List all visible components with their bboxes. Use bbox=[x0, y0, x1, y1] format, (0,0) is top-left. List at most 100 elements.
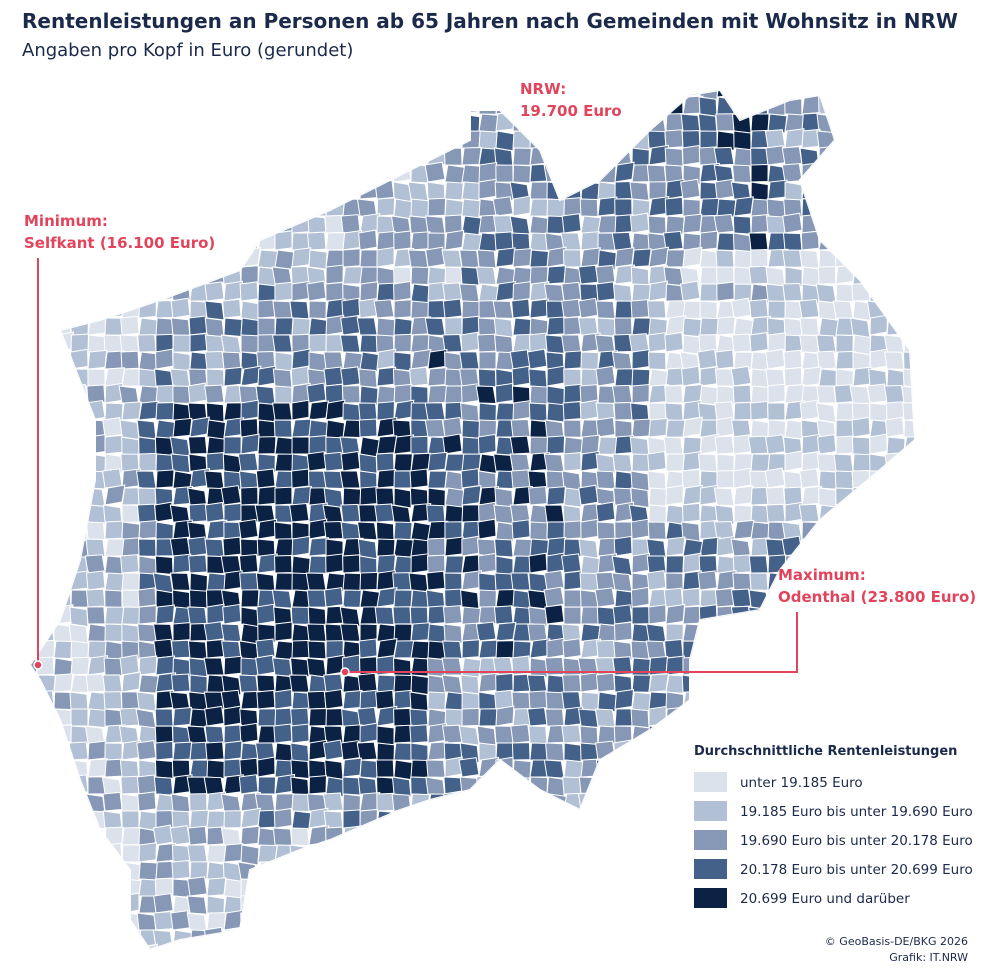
municipality bbox=[85, 588, 106, 608]
municipality bbox=[153, 776, 174, 796]
municipality bbox=[53, 910, 74, 931]
municipality bbox=[886, 518, 905, 540]
municipality bbox=[699, 725, 719, 746]
municipality bbox=[766, 198, 786, 219]
municipality bbox=[376, 637, 398, 659]
municipality bbox=[339, 334, 361, 353]
municipality bbox=[818, 504, 839, 525]
municipality bbox=[665, 419, 686, 438]
municipality bbox=[903, 90, 915, 98]
municipality bbox=[137, 623, 157, 643]
municipality bbox=[53, 487, 74, 508]
municipality bbox=[121, 263, 140, 285]
municipality bbox=[34, 690, 55, 710]
municipality bbox=[222, 130, 242, 149]
municipality bbox=[69, 606, 89, 628]
municipality bbox=[290, 265, 310, 285]
municipality bbox=[835, 487, 854, 507]
municipality bbox=[495, 247, 516, 268]
municipality bbox=[733, 249, 753, 270]
municipality bbox=[901, 317, 915, 337]
municipality bbox=[630, 893, 650, 914]
municipality bbox=[30, 844, 38, 866]
municipality bbox=[767, 638, 787, 659]
municipality bbox=[852, 912, 871, 932]
legend-label: 20.178 Euro bis unter 20.699 Euro bbox=[740, 862, 973, 878]
municipality bbox=[546, 910, 565, 931]
municipality bbox=[798, 606, 820, 628]
municipality bbox=[629, 212, 650, 234]
municipality bbox=[764, 129, 786, 149]
municipality bbox=[886, 232, 906, 252]
municipality bbox=[835, 283, 855, 303]
municipality bbox=[291, 147, 312, 167]
municipality bbox=[784, 708, 803, 729]
municipality bbox=[257, 113, 278, 134]
municipality bbox=[595, 776, 616, 797]
municipality bbox=[121, 504, 140, 523]
municipality bbox=[427, 146, 446, 166]
municipality bbox=[30, 434, 38, 455]
municipality bbox=[663, 944, 684, 950]
municipality bbox=[849, 638, 871, 659]
municipality bbox=[442, 94, 463, 115]
municipality bbox=[630, 470, 650, 492]
municipality bbox=[783, 317, 803, 338]
municipality bbox=[169, 95, 191, 115]
legend-swatch bbox=[694, 888, 727, 908]
municipality bbox=[579, 672, 599, 693]
municipality bbox=[240, 486, 259, 506]
state-border bbox=[30, 90, 915, 950]
municipality bbox=[835, 912, 857, 933]
municipality bbox=[716, 673, 736, 693]
municipality bbox=[495, 130, 515, 152]
municipality bbox=[630, 299, 650, 319]
municipality bbox=[36, 810, 57, 829]
municipality bbox=[70, 419, 91, 440]
municipality bbox=[290, 827, 310, 846]
municipality bbox=[342, 248, 361, 268]
municipality bbox=[306, 382, 327, 404]
municipality bbox=[323, 893, 344, 914]
credit: © GeoBasis-DE/BKG 2026 bbox=[825, 935, 968, 948]
municipality bbox=[460, 331, 480, 353]
municipality bbox=[36, 519, 55, 540]
municipality bbox=[920, 453, 938, 471]
municipality bbox=[30, 674, 38, 694]
municipality bbox=[645, 640, 667, 660]
municipality bbox=[240, 334, 259, 354]
municipality bbox=[665, 759, 687, 780]
municipality bbox=[171, 859, 191, 880]
municipality bbox=[376, 366, 397, 387]
municipality bbox=[376, 468, 397, 489]
municipality bbox=[784, 910, 804, 931]
municipality bbox=[206, 215, 226, 235]
municipality bbox=[748, 589, 769, 610]
municipality bbox=[816, 350, 837, 370]
municipality bbox=[87, 113, 109, 132]
municipality bbox=[204, 705, 225, 727]
municipality bbox=[237, 452, 259, 472]
municipality bbox=[155, 90, 177, 99]
municipality bbox=[51, 161, 72, 183]
municipality bbox=[495, 791, 516, 812]
municipality bbox=[223, 929, 243, 949]
municipality bbox=[444, 229, 465, 251]
municipality bbox=[154, 759, 174, 780]
municipality bbox=[70, 725, 89, 745]
municipality bbox=[53, 810, 73, 829]
municipality bbox=[121, 572, 141, 591]
municipality bbox=[459, 895, 480, 915]
municipality bbox=[750, 113, 770, 132]
municipality bbox=[628, 333, 650, 353]
municipality bbox=[391, 929, 412, 950]
municipality bbox=[240, 247, 261, 268]
municipality bbox=[154, 555, 174, 576]
municipality bbox=[272, 130, 293, 150]
municipality bbox=[87, 708, 108, 729]
municipality bbox=[376, 725, 395, 746]
municipality bbox=[495, 876, 517, 897]
municipality bbox=[308, 162, 327, 183]
municipality bbox=[682, 623, 704, 643]
municipality bbox=[563, 350, 583, 370]
